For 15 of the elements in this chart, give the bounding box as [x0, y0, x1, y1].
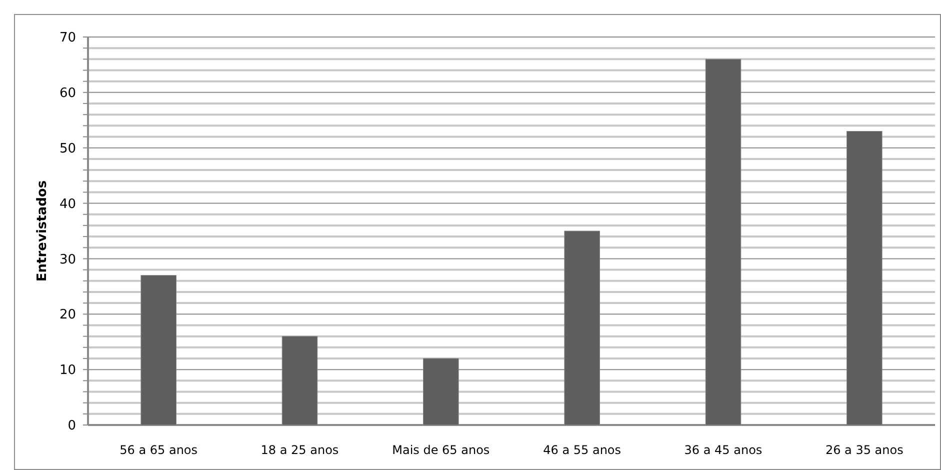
y-axis-title: Entrevistados: [35, 180, 50, 282]
x-tick-label: 56 a 65 anos: [120, 443, 198, 457]
x-tick-label: 18 a 25 anos: [260, 443, 339, 457]
y-tick-label: 50: [59, 141, 76, 156]
x-tick-label: Mais de 65 anos: [392, 443, 490, 457]
x-tick-label: 46 a 55 anos: [543, 443, 622, 457]
y-tick-label: 20: [59, 308, 76, 323]
y-tick-label: 30: [59, 252, 76, 268]
y-tick-label: 60: [59, 86, 76, 101]
x-tick-label: 36 a 45 anos: [684, 443, 762, 457]
y-tick-label: 40: [59, 196, 76, 212]
y-tick-label: 0: [68, 418, 76, 434]
x-tick-label: 26 a 35 anos: [825, 443, 904, 457]
y-tick-label: 70: [59, 30, 76, 46]
y-tick-label: 10: [59, 363, 76, 378]
